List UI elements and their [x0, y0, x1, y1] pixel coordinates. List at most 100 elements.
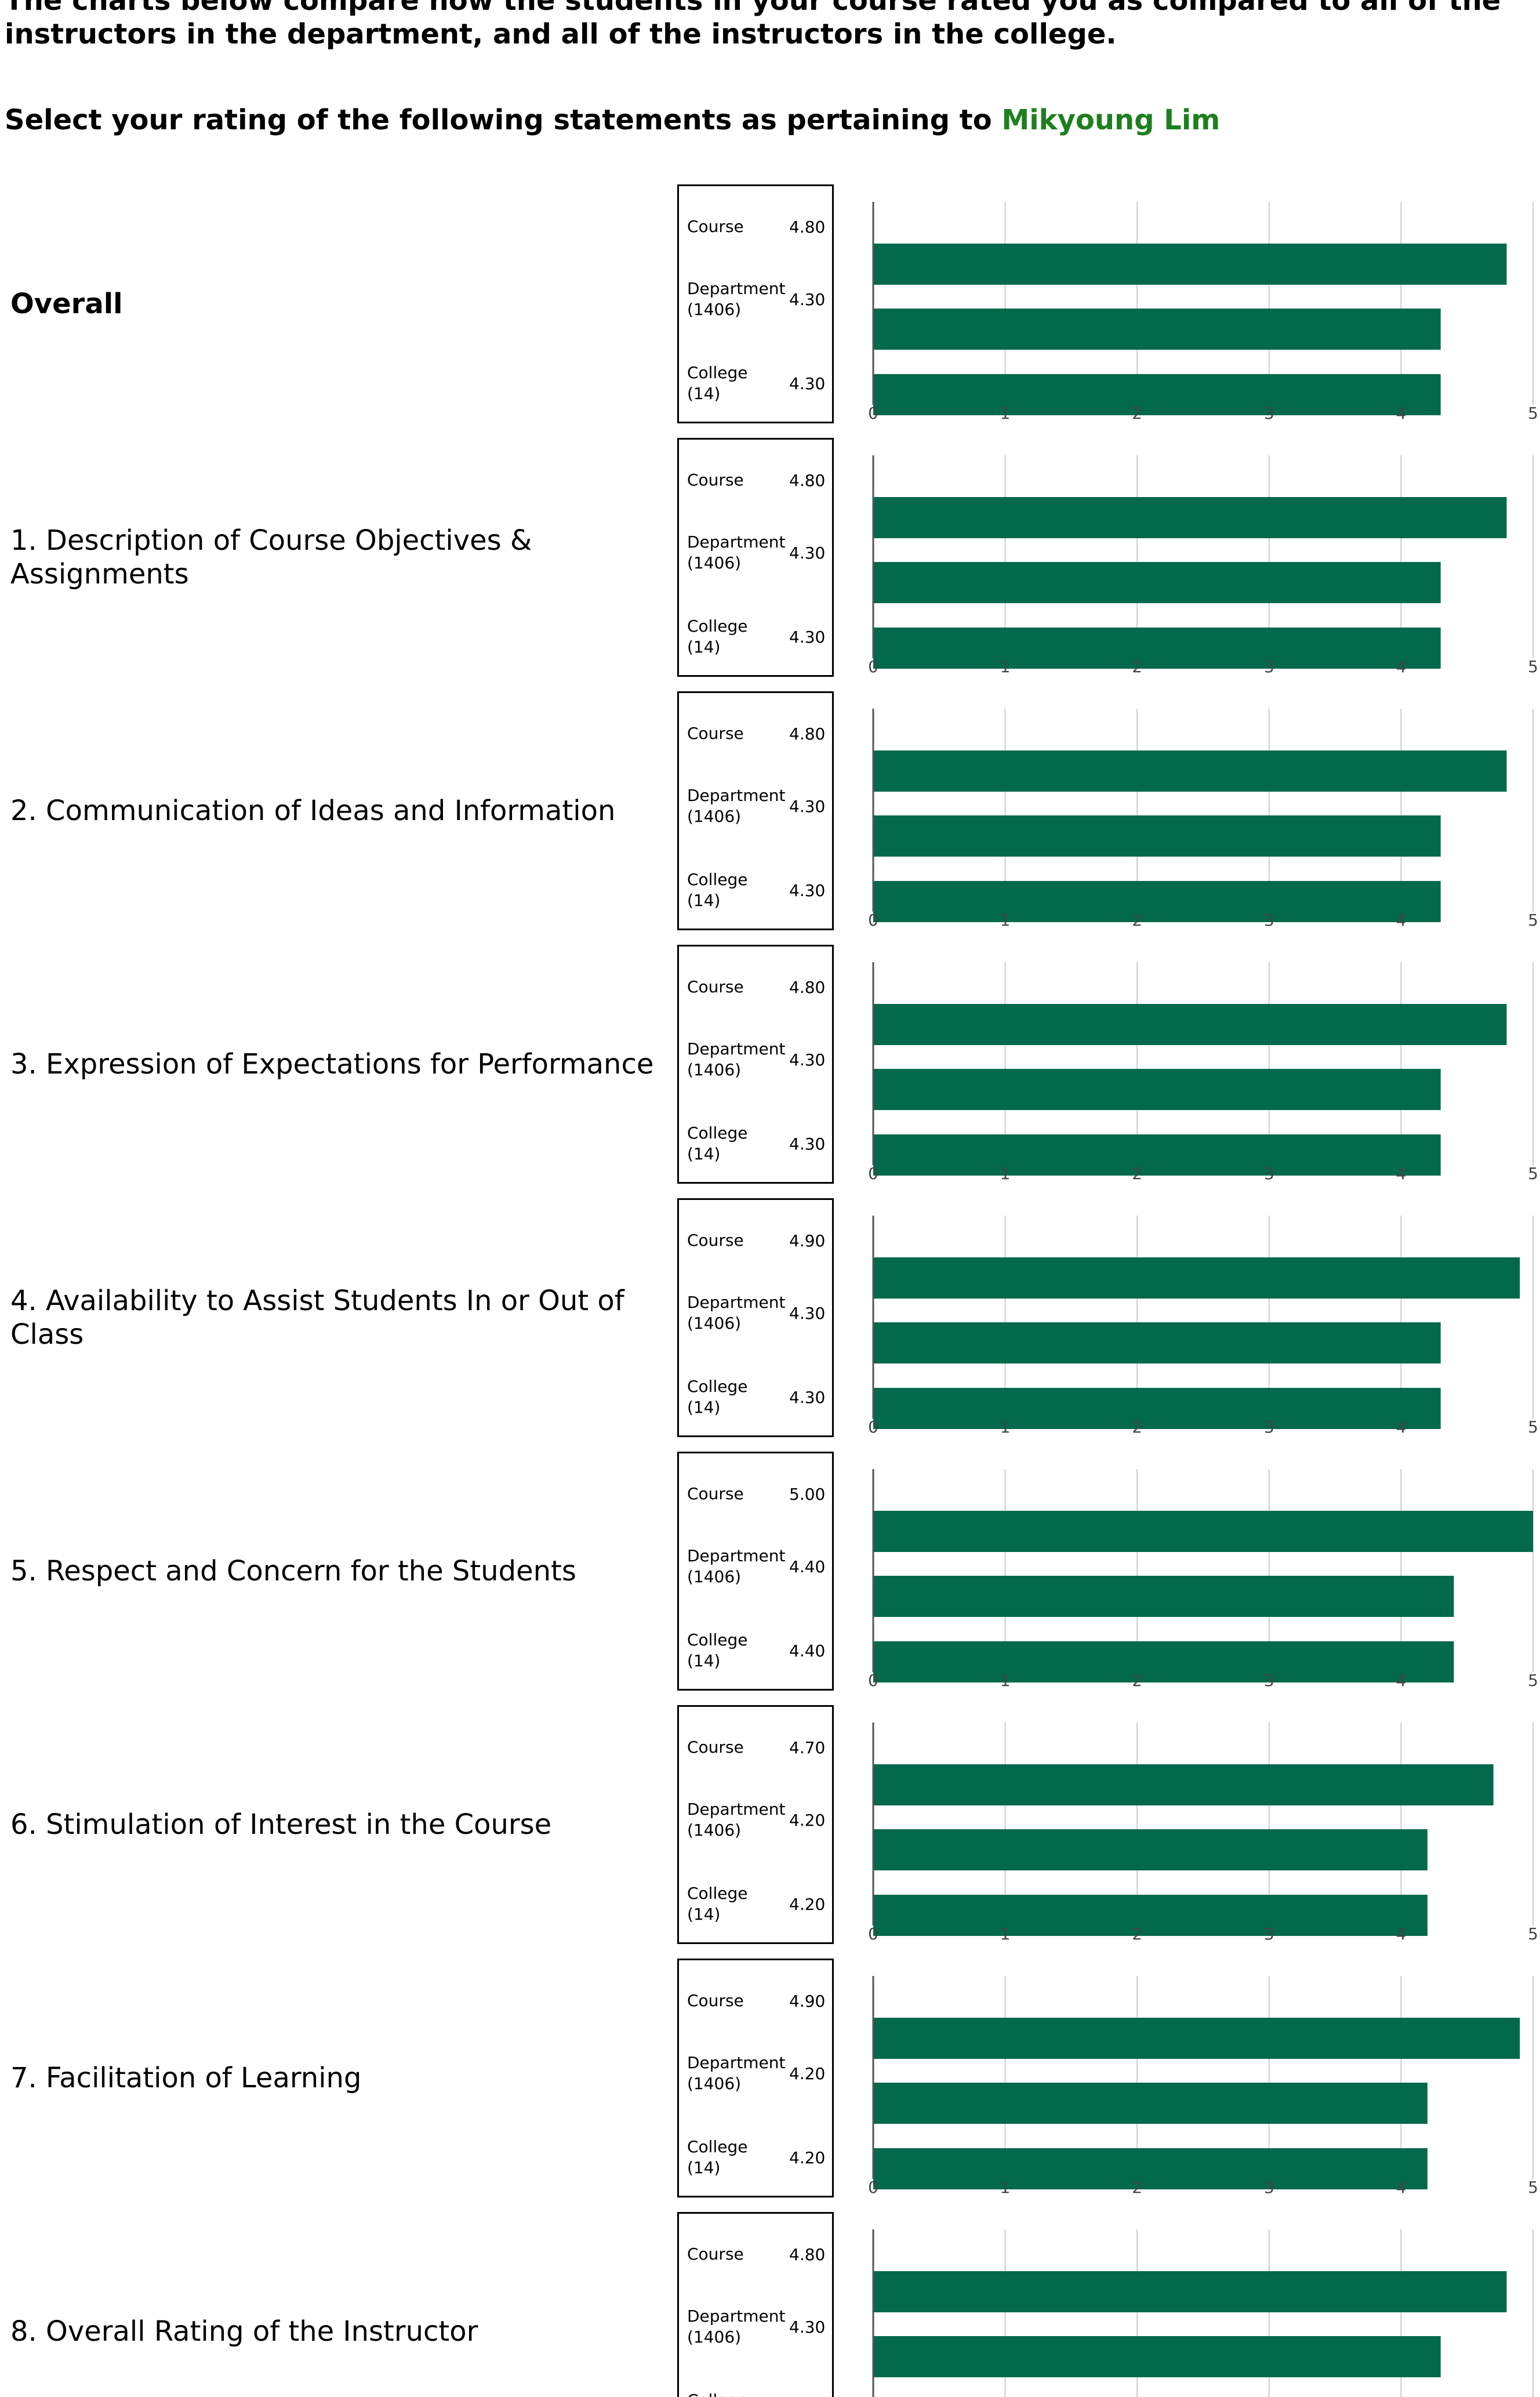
- legend-value: 4.30: [789, 543, 826, 563]
- legend-group-name-line2: (14): [687, 637, 721, 657]
- legend-group-name: Department (1406): [687, 2304, 785, 2350]
- legend-group-name: Course: [687, 964, 780, 1010]
- x-tick-label: 5: [1528, 657, 1538, 676]
- x-tick-label: 3: [1264, 1671, 1274, 1690]
- x-tick-label: 5: [1528, 2178, 1538, 2197]
- legend-group-name-line2: (1406): [687, 807, 742, 826]
- rating-section: 4. Availability to Assist Students In or…: [0, 1198, 1540, 1437]
- bar-department: [873, 562, 1441, 603]
- x-tick-label: 2: [1132, 1417, 1142, 1437]
- section-label: 8. Overall Rating of the Instructor: [10, 2315, 478, 2348]
- bar-course: [873, 750, 1507, 792]
- x-tick-label: 0: [868, 2178, 878, 2197]
- legend-group-name-line2: (1406): [687, 1567, 742, 1586]
- x-tick-label: 2: [1132, 1924, 1142, 1943]
- legend-group-name-line2: (14): [687, 384, 721, 403]
- x-tick-label: 3: [1264, 657, 1274, 676]
- legend-group-name-line1: College: [687, 870, 748, 889]
- x-tick-label: 2: [1132, 1164, 1142, 1183]
- bar-department: [873, 1829, 1428, 1870]
- legend-group-name-line2: (14): [687, 891, 721, 910]
- legend-group-name-line1: College: [687, 1630, 748, 1649]
- bar-college: [873, 2148, 1428, 2189]
- section-label: Overall: [10, 288, 123, 320]
- legend-value: 5.00: [789, 1484, 826, 1504]
- legend-group-name: Department (1406): [687, 1543, 785, 1590]
- bar-course: [873, 1764, 1494, 1805]
- legend-value: 4.70: [789, 1738, 826, 1757]
- legend-row: Course 4.90: [679, 1978, 832, 2024]
- bar-department: [873, 2083, 1428, 2124]
- legend-value: 4.20: [789, 1810, 826, 1830]
- legend-group-name-line1: Course: [687, 1484, 744, 1503]
- legend-group-name-line1: Department: [687, 1546, 786, 1565]
- bar-college: [873, 1388, 1441, 1429]
- legend-group-name: Course: [687, 457, 780, 503]
- legend-group-name-line2: (1406): [687, 2327, 742, 2347]
- legend-group-name: Department (1406): [687, 2050, 785, 2097]
- legend-group-name-line1: College: [687, 363, 748, 382]
- section-label: 5. Respect and Concern for the Students: [10, 1555, 576, 1587]
- legend-group-name-line1: Course: [687, 1231, 744, 1250]
- legend-group-name-line1: Course: [687, 1991, 744, 2010]
- legend-group-name-line1: Course: [687, 977, 744, 996]
- x-tick-label: 5: [1528, 1671, 1538, 1690]
- legend-value: 4.80: [789, 977, 826, 997]
- legend-box: Course4.80Department(1406)4.30College(14…: [677, 2212, 834, 2397]
- legend-group-name-line2: (1406): [687, 1314, 742, 1333]
- legend-row: College (14) 4.40: [679, 1627, 832, 1674]
- legend-group-name-line2: (14): [687, 1905, 721, 1924]
- x-tick-label: 1: [1000, 911, 1011, 930]
- legend-value: 4.20: [789, 2064, 826, 2083]
- legend-row: Department (1406) 4.30: [679, 1290, 832, 1336]
- x-tick-label: 5: [1528, 911, 1538, 930]
- section-label: 4. Availability to Assist Students In or…: [10, 1285, 624, 1351]
- section-label-cell: 5. Respect and Concern for the Students: [10, 1452, 660, 1691]
- legend-value: 4.30: [789, 1303, 826, 1323]
- section-label: 6. Stimulation of Interest in the Course: [10, 1808, 552, 1841]
- x-tick-label: 4: [1396, 1671, 1406, 1690]
- legend-group-name-line2: (1406): [687, 300, 742, 319]
- legend-row: Course 4.80: [679, 2231, 832, 2278]
- x-tick-label: 1: [1000, 404, 1011, 423]
- bar-chart: 0 1 2 3 4 5: [868, 962, 1538, 1183]
- section-label-cell: 6. Stimulation of Interest in the Course: [10, 1705, 660, 1944]
- x-tick-label: 2: [1132, 1671, 1142, 1690]
- bar-chart: 0 1 2 3 4 5: [868, 1722, 1538, 1943]
- legend-row: Course 4.90: [679, 1217, 832, 1264]
- x-tick-label: 3: [1264, 404, 1274, 423]
- legend-value: 4.80: [789, 470, 826, 490]
- legend-group-name-line1: Department: [687, 786, 786, 805]
- bar-chart: 0 1 2 3 4 5: [868, 1469, 1538, 1690]
- section-label-cell: 4. Availability to Assist Students In or…: [10, 1198, 660, 1437]
- bar-course: [873, 1004, 1507, 1045]
- legend-value: 4.30: [789, 1134, 826, 1154]
- x-tick-label: 4: [1396, 657, 1406, 676]
- rating-section: 7. Facilitation of Learning Course 4.90 Dep…: [0, 1959, 1540, 2197]
- legend-group-name-line1: Department: [687, 1039, 786, 1058]
- section-label-cell: 2. Communication of Ideas and Informatio…: [10, 691, 660, 930]
- legend-group-name-line1: Course: [687, 217, 744, 236]
- bar-chart: 0 1 2 3 4 5: [868, 202, 1538, 423]
- section-label: 2. Communication of Ideas and Informatio…: [10, 795, 616, 827]
- legend-group-name-line1: Department: [687, 2053, 786, 2072]
- x-tick-label: 0: [868, 1417, 878, 1437]
- rating-section: 1. Description of Course Objectives & As…: [0, 438, 1540, 677]
- legend-row: College(14) 4.30: [679, 1120, 832, 1167]
- legend-box: Course 4.70 Department (1406) 4.20 College (14…: [677, 1705, 834, 1944]
- legend-row: Department (1406) 4.20: [679, 1797, 832, 1843]
- bar-chart: 0 1 2 3 4 5: [868, 455, 1538, 676]
- legend-row: Course 4.80: [679, 457, 832, 503]
- legend-value: 4.80: [789, 217, 826, 237]
- legend-value: 4.30: [789, 2388, 825, 2397]
- legend-group-name: Department (1406): [687, 1036, 785, 1083]
- legend-value: 4.30: [789, 289, 826, 309]
- x-tick-label: 2: [1132, 911, 1142, 930]
- legend-box: Course 4.90 Department (1406) 4.20 College (14…: [677, 1959, 834, 2197]
- x-tick-label: 3: [1264, 1924, 1274, 1943]
- x-tick-label: 3: [1264, 2178, 1274, 2197]
- section-label-cell: 8. Overall Rating of the Instructor: [10, 2212, 660, 2397]
